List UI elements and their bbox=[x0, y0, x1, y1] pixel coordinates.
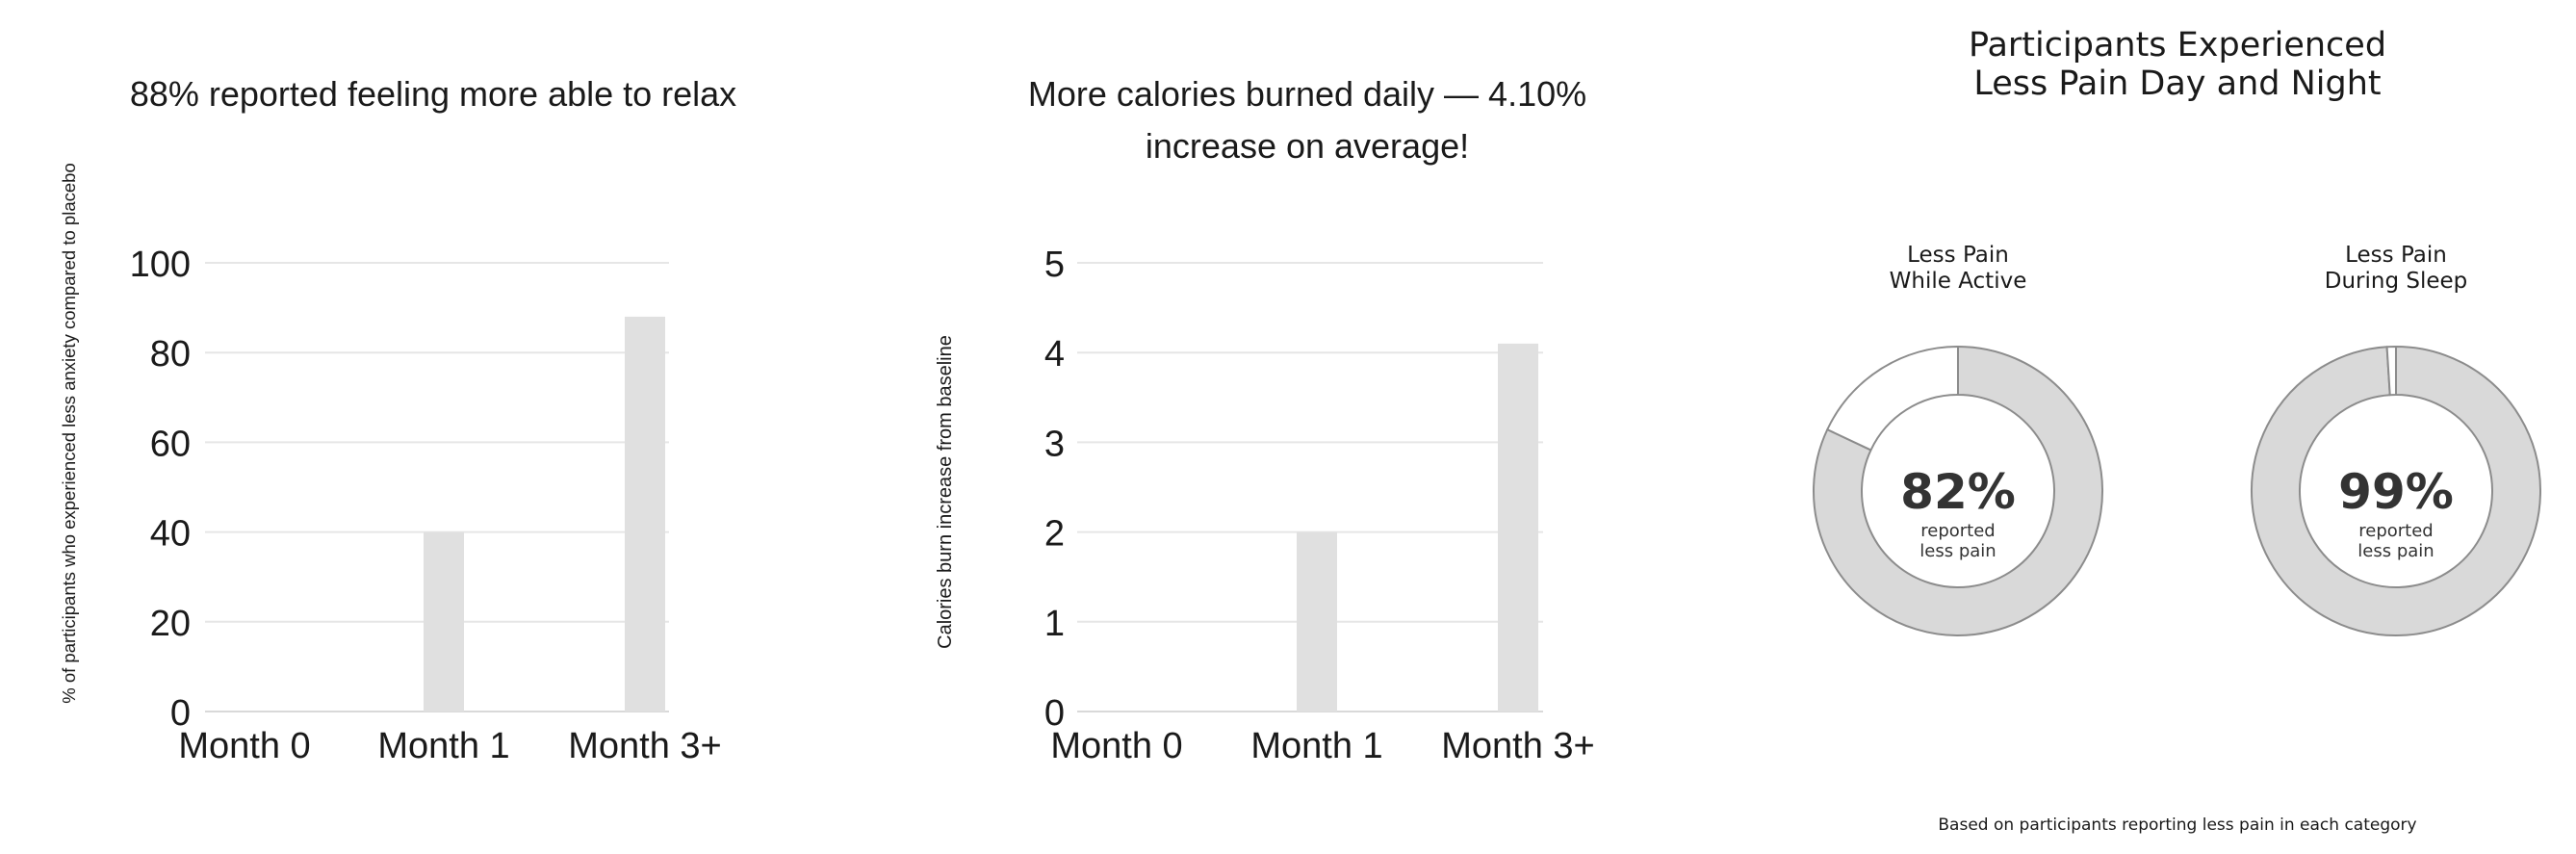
y-tick-label: 0 bbox=[170, 693, 191, 734]
x-tick-label: Month 3+ bbox=[568, 726, 722, 766]
chart-title-line: Less Pain Day and Night bbox=[1973, 65, 2381, 103]
donut-label-line: While Active bbox=[1890, 269, 2027, 294]
y-tick-label: 5 bbox=[1044, 245, 1065, 285]
bar-month-1 bbox=[1297, 531, 1337, 712]
x-tick-label: Month 1 bbox=[1250, 726, 1382, 766]
y-tick-label: 80 bbox=[150, 334, 191, 375]
donut-slice-remainder bbox=[2385, 346, 2397, 397]
donut-slice-less-pain bbox=[1813, 346, 2103, 636]
bar-month-3- bbox=[1498, 343, 1538, 712]
donut-label-line: During Sleep bbox=[2325, 269, 2468, 294]
donut-slice-remainder bbox=[1826, 346, 1959, 452]
donut-slice-less-pain bbox=[2251, 346, 2541, 636]
y-tick-label: 3 bbox=[1044, 424, 1065, 464]
bar-month-3- bbox=[625, 316, 665, 712]
y-tick-label: 4 bbox=[1044, 334, 1065, 375]
donut-center-subtext: reported bbox=[2358, 521, 2433, 541]
y-tick-label: 40 bbox=[150, 514, 191, 555]
donut-label-line: Less Pain bbox=[1907, 243, 2009, 268]
y-tick-label: 20 bbox=[150, 604, 191, 644]
x-tick-label: Month 0 bbox=[1050, 726, 1182, 766]
bar-month-1 bbox=[424, 531, 464, 712]
donut-center-subtext: less pain bbox=[2357, 541, 2434, 561]
donut-center-subtext: reported bbox=[1920, 521, 1995, 541]
y-tick-label: 100 bbox=[130, 245, 191, 285]
x-tick-label: Month 3+ bbox=[1441, 726, 1595, 766]
donut-label-line: Less Pain bbox=[2345, 243, 2447, 268]
donut-center-subtext: less pain bbox=[1919, 541, 1996, 561]
anxiety-bar-chart: 0 20 40 60 80 100 Month 0 Month 1 Month 3+ 88% re… bbox=[59, 74, 736, 766]
calories-bar-chart: 0 1 2 3 4 5 Month 0 Month 1 Month 3+ More calorie… bbox=[935, 74, 1595, 766]
chart-title-line: increase on average! bbox=[1146, 126, 1469, 166]
donut-center-value: 99% bbox=[2338, 464, 2454, 520]
y-axis-label: % of participants who experienced less a… bbox=[59, 163, 79, 704]
x-tick-label: Month 1 bbox=[377, 726, 509, 766]
chart-title: 88% reported feeling more able to relax bbox=[130, 74, 736, 114]
y-tick-label: 2 bbox=[1044, 514, 1065, 555]
x-tick-label: Month 0 bbox=[178, 726, 310, 766]
chart-title-line: More calories burned daily — 4.10% bbox=[1028, 74, 1586, 114]
y-axis-label: Calories burn increase from baseline bbox=[935, 335, 956, 649]
y-tick-label: 0 bbox=[1044, 693, 1065, 734]
footnote: Based on participants reporting less pai… bbox=[1938, 815, 2416, 835]
chart-title-line: Participants Experienced bbox=[1969, 26, 2386, 65]
y-tick-label: 1 bbox=[1044, 604, 1065, 644]
donut-center-value: 82% bbox=[1900, 464, 2016, 520]
y-tick-label: 60 bbox=[150, 424, 191, 464]
